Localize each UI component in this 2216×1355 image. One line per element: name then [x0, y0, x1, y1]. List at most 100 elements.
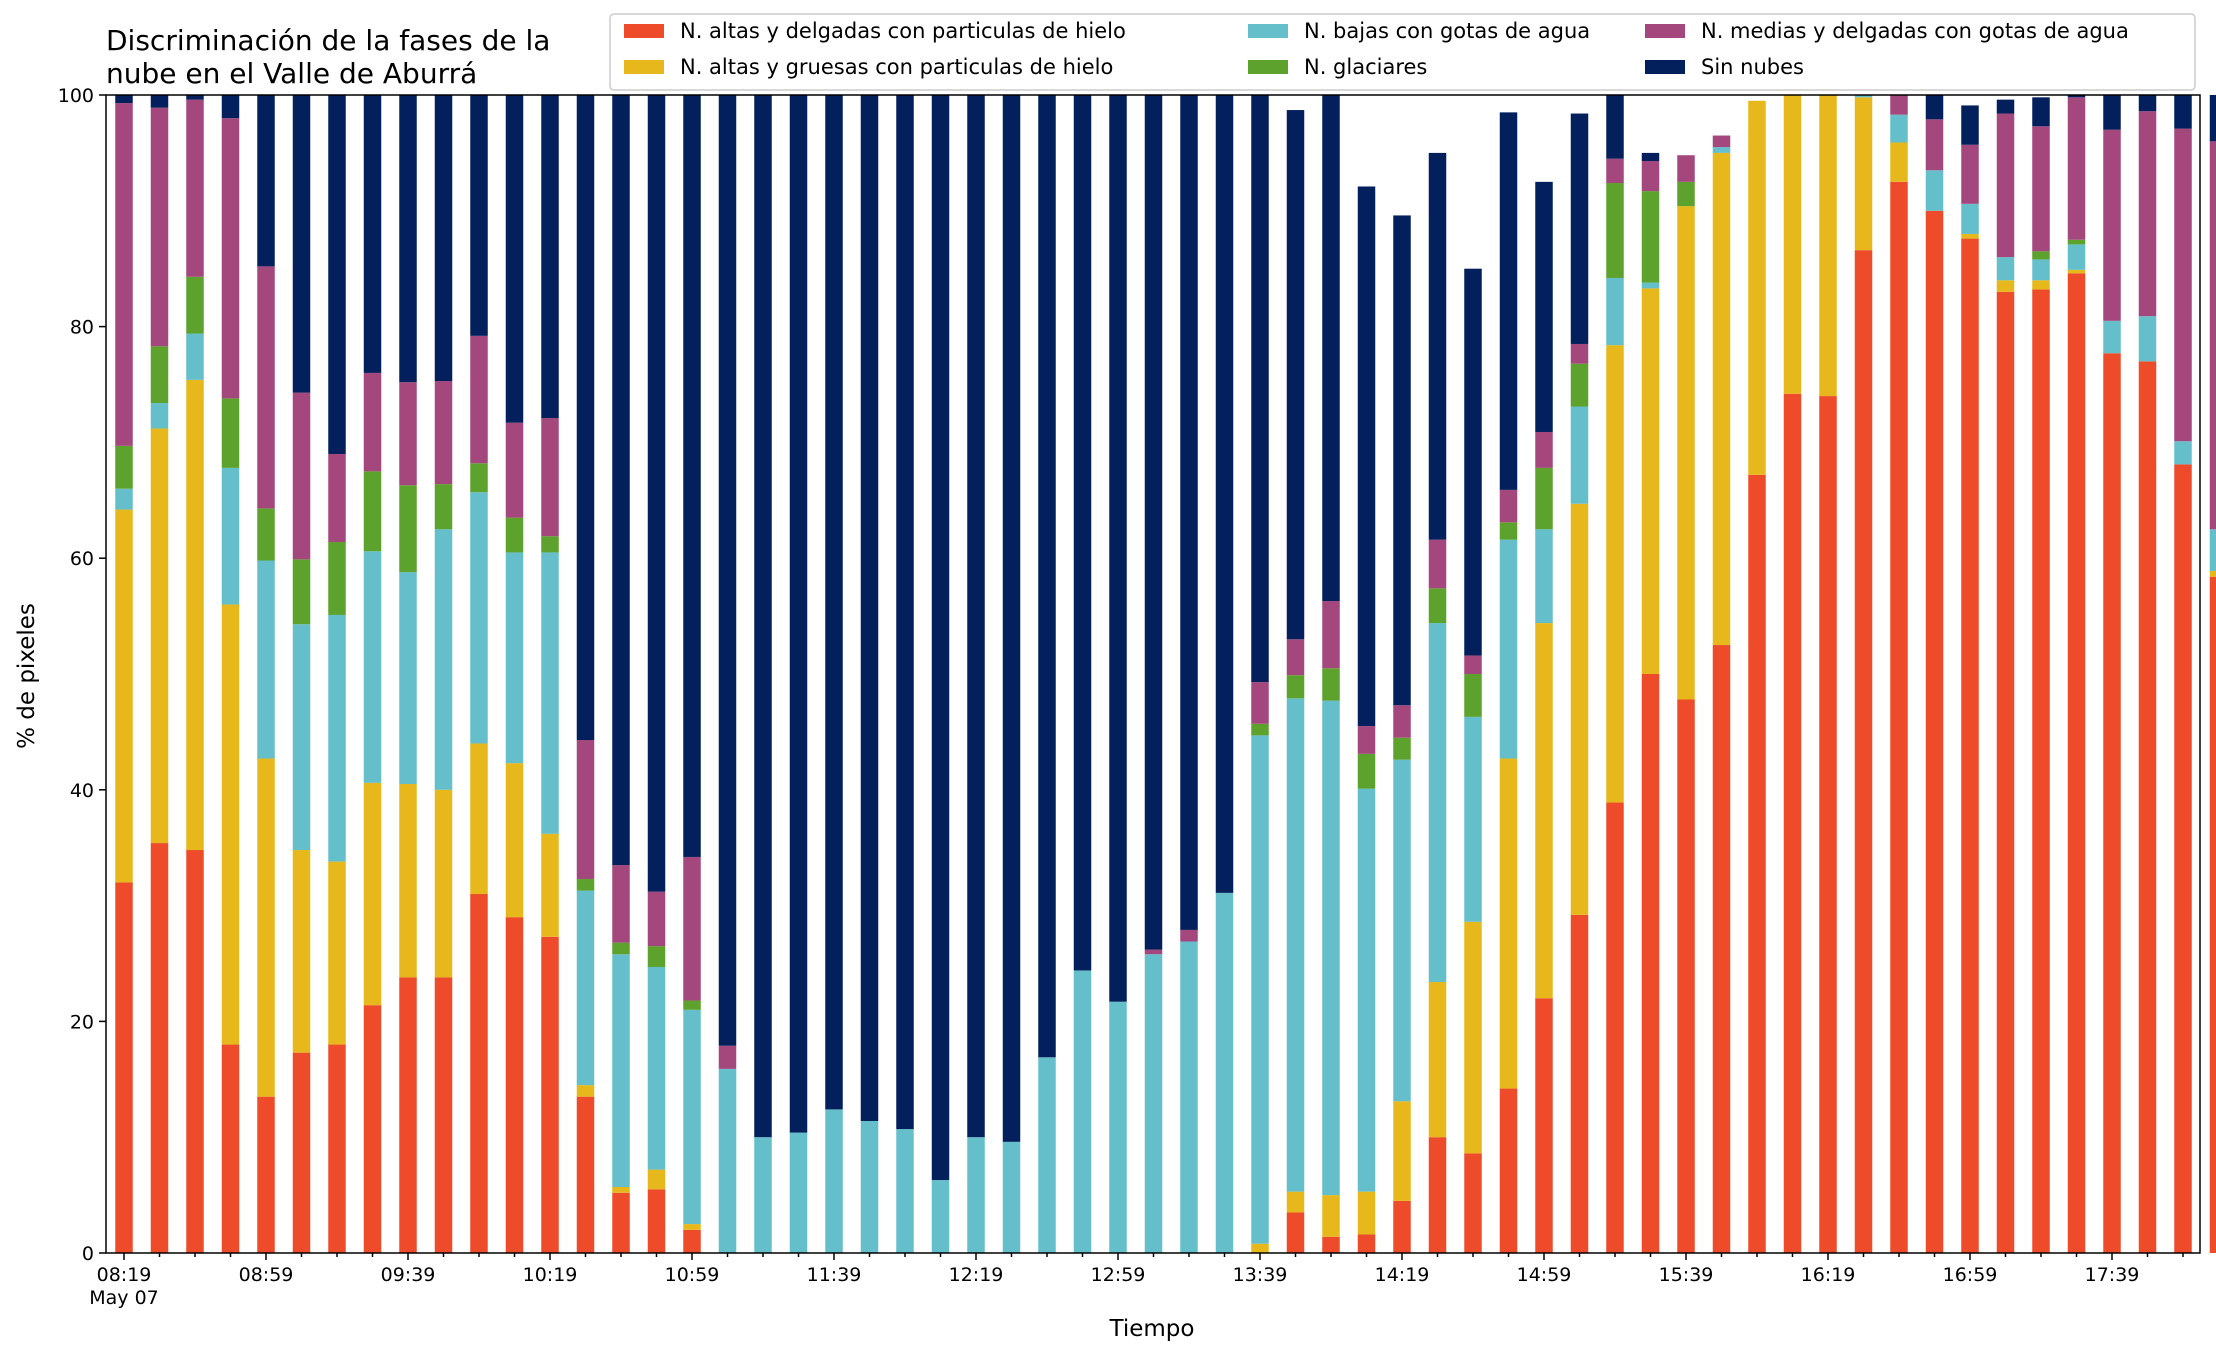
bar-segment-1-55	[2067, 269, 2086, 274]
bar-segment-0-58	[2174, 464, 2192, 1253]
bar-segment-1-54	[2032, 280, 2050, 290]
bar-segment-4-38	[1464, 655, 1482, 674]
bar-segment-4-3	[221, 118, 240, 399]
legend-swatch-3	[1248, 60, 1288, 74]
bar-segment-3-39	[1499, 522, 1518, 540]
bar-segment-1-8	[399, 784, 417, 978]
bar-segment-1-59	[2209, 570, 2216, 577]
bar-segment-2-41	[1570, 406, 1589, 504]
bar-segment-3-37	[1428, 588, 1447, 624]
bar-segment-1-53	[1996, 280, 2015, 292]
bar-segment-1-7	[363, 782, 382, 1006]
bar-segment-2-24	[967, 1137, 985, 1253]
bar-segment-1-12	[541, 833, 559, 937]
legend: N. altas y delgadas con particulas de hi…	[609, 13, 2196, 91]
bar-segment-4-57	[2138, 111, 2157, 317]
x-tick-label-12: 16:19	[1801, 1264, 1856, 1286]
bar-segment-5-23	[931, 95, 950, 1181]
bar-segment-4-10	[470, 335, 488, 464]
bar-segment-2-17	[718, 1068, 737, 1253]
bar-segment-2-28	[1109, 1001, 1127, 1253]
bar-segment-0-59	[2209, 576, 2216, 1253]
bar-segment-4-52	[1961, 144, 1979, 204]
legend-box	[609, 13, 2196, 91]
x-tick-label-3: 10:19	[523, 1264, 578, 1286]
bar-segment-5-0	[115, 95, 133, 104]
bar-segment-2-12	[541, 552, 559, 834]
bar-segment-4-29	[1144, 949, 1163, 955]
bar-segment-3-6	[328, 541, 346, 615]
bar-segment-2-39	[1499, 539, 1518, 759]
bar-segment-4-45	[1712, 135, 1731, 148]
bar-segment-2-8	[399, 572, 417, 785]
bar-segment-0-49	[1854, 250, 1873, 1254]
bar-segment-5-59	[2209, 95, 2216, 142]
y-tick-label-3: 60	[70, 548, 94, 570]
bar-segment-4-9	[434, 381, 453, 485]
bar-segment-2-10	[470, 492, 488, 744]
bar-segment-5-10	[470, 95, 488, 336]
bar-segment-4-0	[115, 103, 133, 446]
bar-segment-1-13	[576, 1085, 595, 1097]
bar-segment-1-47	[1783, 95, 1802, 394]
bar-segment-4-14	[612, 865, 630, 943]
bar-segment-4-53	[1996, 113, 2015, 258]
bar-segment-4-16	[683, 856, 701, 1001]
bar-segment-2-23	[931, 1180, 950, 1253]
bar-segment-5-20	[825, 95, 843, 1110]
bar-segment-4-51	[1925, 119, 1944, 171]
bar-segment-5-52	[1961, 105, 1979, 145]
bar-segment-3-10	[470, 463, 488, 493]
bar-segment-4-59	[2209, 141, 2216, 530]
bar-segment-5-1	[150, 95, 169, 108]
bar-segment-2-18	[754, 1137, 772, 1253]
bar-segment-5-17	[718, 95, 737, 1046]
x-tick-label-2: 09:39	[381, 1264, 436, 1286]
bar-segment-2-2	[186, 333, 204, 380]
bar-segment-0-3	[221, 1044, 240, 1253]
bar-segment-1-34	[1322, 1195, 1340, 1237]
bar-segment-4-42	[1606, 158, 1624, 184]
bar-segment-2-5	[292, 624, 311, 851]
bar-segment-2-54	[2032, 259, 2050, 281]
bar-segment-1-15	[647, 1169, 666, 1190]
legend-swatch-1	[624, 60, 664, 74]
bar-segment-0-52	[1961, 238, 1979, 1254]
bar-segment-4-32	[1251, 682, 1269, 724]
bar-segment-0-1	[150, 843, 169, 1253]
bar-segment-3-16	[683, 1000, 701, 1010]
bar-segment-2-4	[257, 560, 275, 759]
legend-label-5: Sin nubes	[1701, 55, 1804, 79]
bar-segment-0-48	[1819, 396, 1837, 1254]
bar-segment-2-51	[1925, 170, 1944, 211]
bar-segment-4-41	[1570, 343, 1589, 364]
bar-segment-4-12	[541, 418, 559, 537]
bar-segment-4-7	[363, 372, 382, 472]
bar-segment-1-33	[1286, 1191, 1305, 1213]
bar-segment-3-0	[115, 445, 133, 489]
y-axis-title: % de pixeles	[14, 603, 40, 749]
bar-segment-0-34	[1322, 1236, 1340, 1253]
bar-segment-5-56	[2103, 95, 2121, 130]
bar-segment-5-41	[1570, 113, 1589, 344]
bar-segment-0-8	[399, 977, 417, 1253]
bar-segment-5-19	[789, 95, 808, 1133]
bar-segment-5-25	[1002, 95, 1021, 1142]
bar-segment-1-45	[1712, 152, 1731, 646]
bar-segment-1-40	[1535, 623, 1553, 999]
bar-segment-2-3	[221, 467, 240, 605]
bar-segment-2-1	[150, 403, 169, 429]
bar-segment-5-28	[1109, 95, 1127, 1002]
bar-segment-1-16	[683, 1224, 701, 1230]
bar-segment-0-10	[470, 894, 488, 1253]
bar-segment-2-34	[1322, 700, 1340, 1196]
bar-segment-4-30	[1180, 929, 1198, 942]
bar-segment-3-7	[363, 471, 382, 552]
bar-segment-4-6	[328, 453, 346, 542]
bar-segment-0-44	[1677, 699, 1695, 1253]
bar-segment-1-36	[1393, 1101, 1411, 1201]
bar-segment-2-38	[1464, 716, 1482, 922]
bar-segment-1-4	[257, 758, 275, 1097]
bar-segment-0-41	[1570, 914, 1589, 1253]
